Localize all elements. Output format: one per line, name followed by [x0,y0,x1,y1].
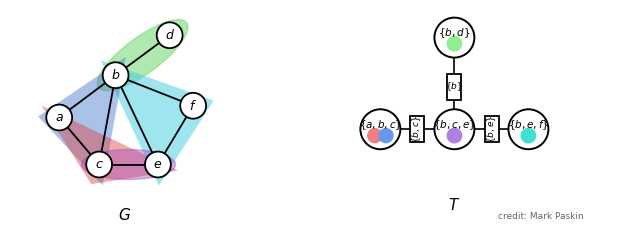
Circle shape [157,22,182,48]
Text: $d$: $d$ [164,28,175,42]
Polygon shape [38,57,126,185]
Circle shape [46,105,72,130]
Text: $T$: $T$ [448,197,461,213]
Text: $G$: $G$ [118,207,132,223]
Circle shape [435,18,474,58]
Circle shape [508,109,548,149]
Text: $\{b\}$: $\{b\}$ [445,81,463,93]
Circle shape [86,152,112,177]
Ellipse shape [81,149,175,180]
Text: $c$: $c$ [95,158,104,171]
Text: $\{b, c, e\}$: $\{b, c, e\}$ [433,118,476,132]
FancyBboxPatch shape [447,74,461,100]
FancyBboxPatch shape [410,116,424,142]
FancyBboxPatch shape [485,116,499,142]
Circle shape [180,93,206,119]
Text: $a$: $a$ [55,111,63,124]
Circle shape [435,109,474,149]
Circle shape [368,129,382,143]
Circle shape [447,129,461,143]
Text: credit: Mark Paskin: credit: Mark Paskin [499,212,584,221]
Text: $\{b, e, f\}$: $\{b, e, f\}$ [508,118,549,132]
Circle shape [447,36,461,51]
Text: $b$: $b$ [111,68,120,82]
Text: $\{a, b, c\}$: $\{a, b, c\}$ [359,118,402,132]
Text: $e$: $e$ [154,158,163,171]
Circle shape [145,152,171,177]
Text: $\{b, d\}$: $\{b, d\}$ [438,26,470,40]
Circle shape [521,129,536,143]
Circle shape [360,109,401,149]
Circle shape [379,129,393,143]
Polygon shape [100,60,214,186]
Text: $f$: $f$ [189,99,197,113]
Text: $\{b, c\}$: $\{b, c\}$ [410,115,423,143]
Text: $\{b, e\}$: $\{b, e\}$ [486,115,499,143]
Ellipse shape [97,20,188,91]
Circle shape [102,62,129,88]
Polygon shape [42,106,178,184]
